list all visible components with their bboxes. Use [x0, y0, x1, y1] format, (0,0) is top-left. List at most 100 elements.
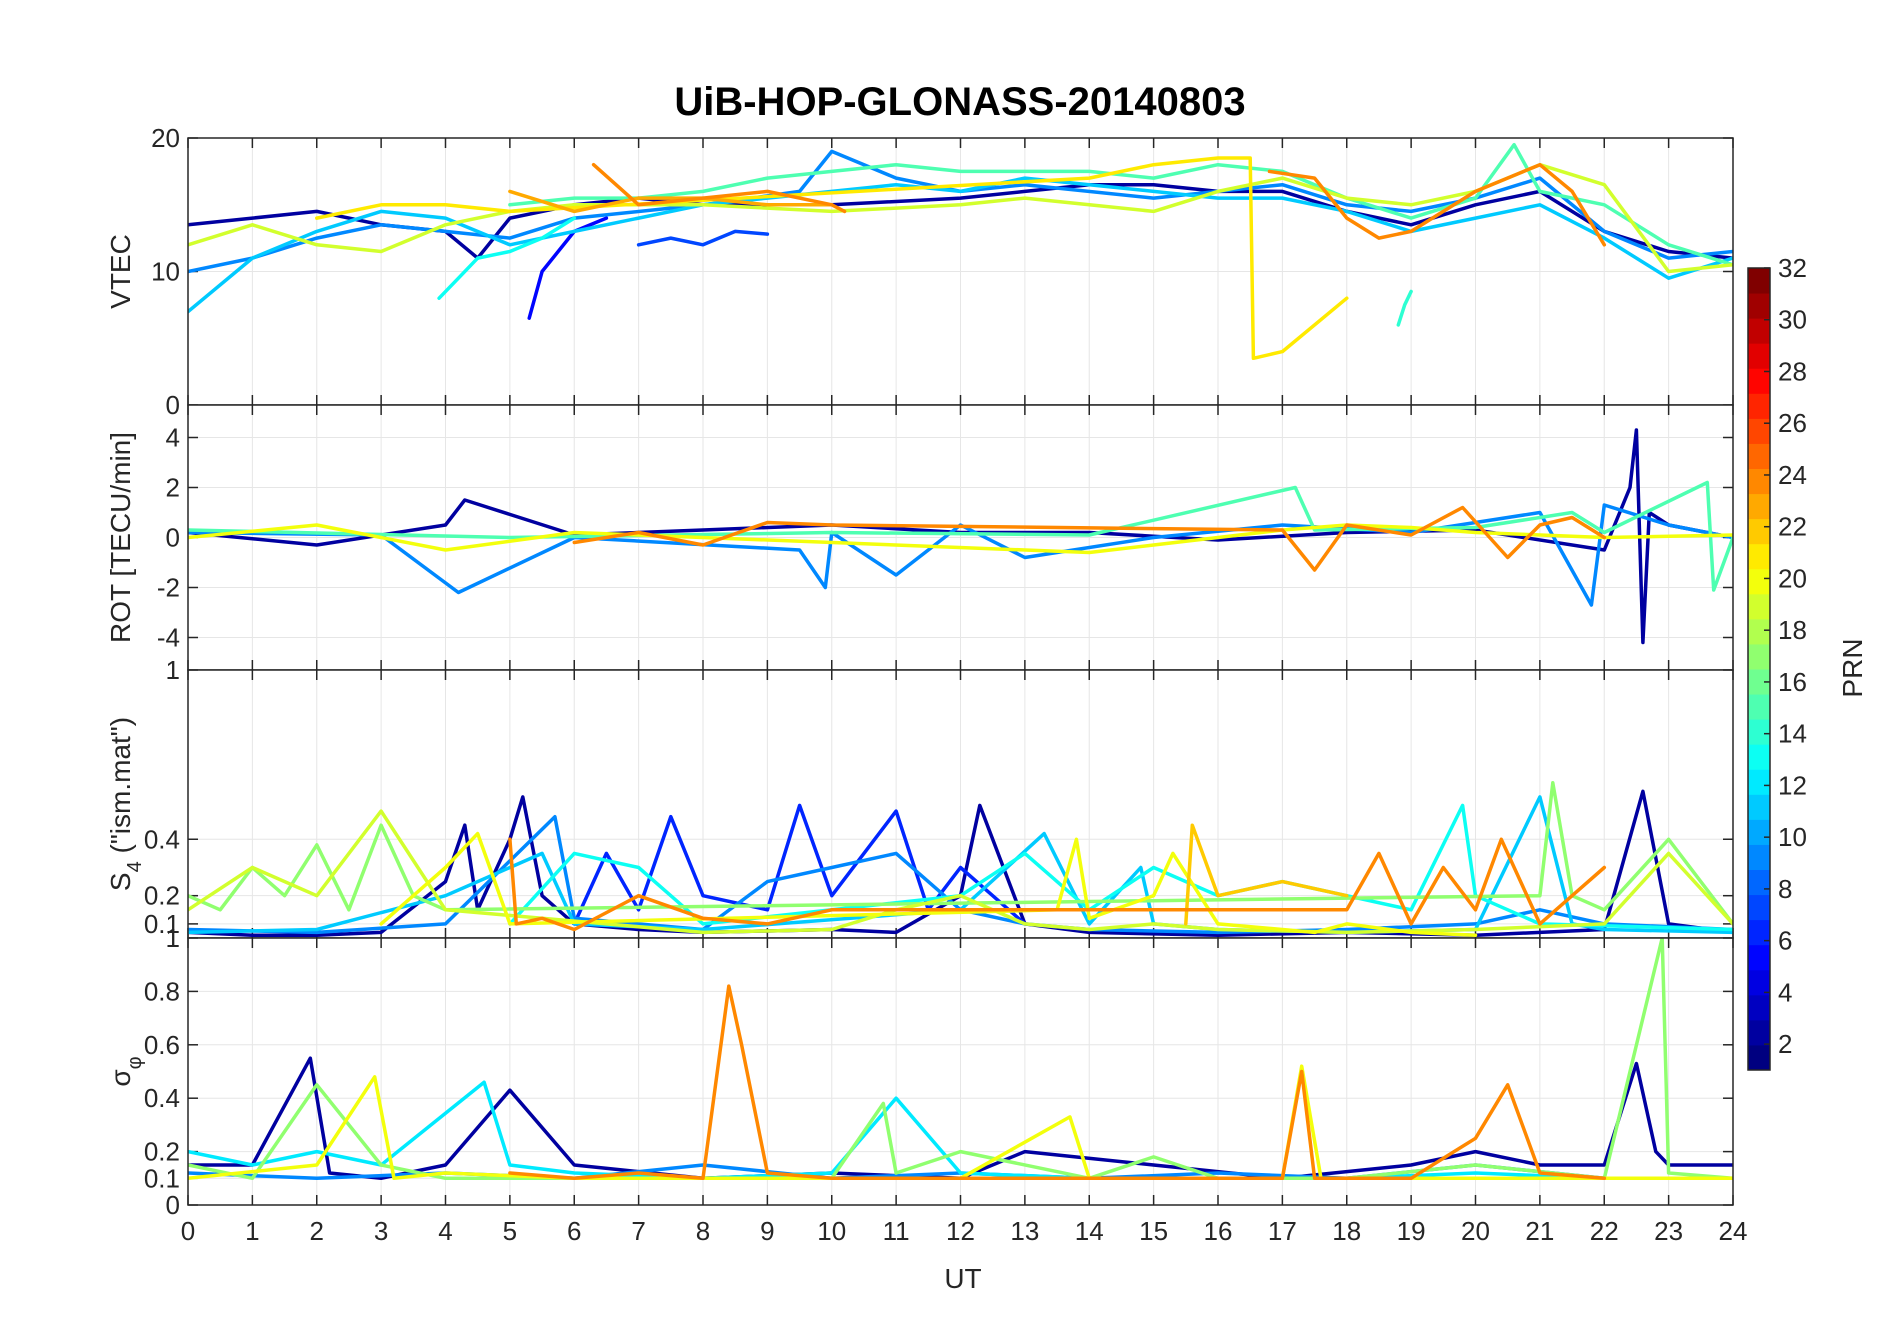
colorbar-segment — [1748, 468, 1770, 495]
series-group — [188, 428, 1733, 645]
colorbar-tick-label: 6 — [1778, 926, 1792, 956]
colorbar-tick-label: 18 — [1778, 615, 1807, 645]
series-line-prn-24 — [508, 837, 1607, 932]
colorbar-tick-label: 14 — [1778, 719, 1807, 749]
x-tick-label: 15 — [1139, 1216, 1168, 1246]
colorbar-segment — [1748, 618, 1770, 645]
series-line-prn-11 — [188, 795, 1733, 935]
series-line-prn-2 — [188, 428, 1733, 645]
colorbar-tick-label: 16 — [1778, 667, 1807, 697]
y-tick-label: 4 — [166, 423, 180, 453]
colorbar-segment — [1748, 268, 1770, 294]
colorbar-segment — [1748, 769, 1770, 795]
colorbar-segment — [1748, 719, 1770, 745]
panel-s4: 0.10.2 0.4 1 S4 ("ism.mat") — [105, 655, 1734, 939]
series-line-prn-13 — [508, 803, 1733, 932]
series-line-prn-15 — [508, 142, 1733, 267]
panel-frame — [187, 937, 1734, 1206]
y-tick-label: 0.1 — [144, 1163, 180, 1193]
series-line-prn-20 — [188, 523, 1733, 555]
x-tick-label: 17 — [1268, 1216, 1297, 1246]
colorbar-segment — [1748, 894, 1770, 921]
colorbar-segment — [1748, 994, 1770, 1021]
y-axis-label-sub: 4 — [124, 861, 146, 872]
y-tick-label: 0.4 — [144, 824, 180, 854]
series-group — [188, 781, 1733, 937]
x-tick-label: 23 — [1654, 1216, 1683, 1246]
y-tick-label: 0 — [166, 390, 180, 420]
y-tick-label: 1 — [166, 923, 180, 953]
x-tick-label: 10 — [817, 1216, 846, 1246]
y-axis-label-tail: ("ism.mat") — [105, 717, 136, 861]
y-axis-label: ROT [TECU/min] — [105, 432, 136, 643]
colorbar-segment — [1748, 293, 1770, 319]
x-tick-labels: 0 1 2 3 4 5 6 7 8 9 10 11 12 13 14 15 16 17 18 19 20 21 22 23 24 — [181, 1216, 1748, 1246]
x-tick-label: 9 — [760, 1216, 774, 1246]
colorbar-segment — [1748, 969, 1770, 996]
x-tick-label: 11 — [883, 1216, 910, 1246]
colorbar-segment — [1748, 669, 1770, 695]
panel-vtec: 0 10 20 VTEC — [105, 123, 1734, 420]
series-line-prn-21 — [315, 156, 1349, 361]
series-line-prn-24 — [591, 162, 847, 214]
series-line-prn-20 — [379, 831, 1478, 937]
series-group — [188, 142, 1733, 361]
colorbar-segment — [1748, 744, 1770, 770]
y-axis-label-main: S — [105, 872, 136, 891]
colorbar-segment — [1748, 643, 1770, 670]
y-tick-label: 0.4 — [144, 1083, 180, 1113]
x-tick-label: 2 — [310, 1216, 324, 1246]
y-axis-label: S4 ("ism.mat") — [105, 717, 146, 891]
x-tick-label: 1 — [245, 1216, 259, 1246]
y-tick-label: 20 — [151, 123, 180, 153]
y-tick-label: 0.2 — [144, 1137, 180, 1167]
panel-rot: -4 -2 0 2 4 ROT [TECU/min] — [105, 404, 1734, 671]
colorbar-tick-label: 30 — [1778, 305, 1807, 335]
y-tick-label: 0 — [166, 1190, 180, 1220]
colorbar-segment — [1748, 844, 1770, 870]
series-line-prn-24 — [1267, 162, 1607, 247]
colorbar-segment — [1748, 568, 1770, 595]
x-tick-label: 7 — [631, 1216, 645, 1246]
colorbar-segment — [1748, 944, 1770, 971]
colorbar-tick-label: 26 — [1778, 408, 1807, 438]
x-tick-label: 22 — [1590, 1216, 1619, 1246]
y-tick-label: 0.8 — [144, 976, 180, 1006]
x-tick-label: 19 — [1397, 1216, 1426, 1246]
x-tick-label: 3 — [374, 1216, 388, 1246]
y-tick-label: 0.6 — [144, 1030, 180, 1060]
y-tick-label: 10 — [151, 257, 180, 287]
colorbar-tick-label: 28 — [1778, 356, 1807, 386]
colorbar-segment — [1748, 593, 1770, 620]
colorbar-segment — [1748, 1044, 1770, 1071]
series-line-prn-5 — [527, 216, 609, 320]
series-line-prn-14 — [1396, 289, 1413, 327]
colorbar-tick-label: 22 — [1778, 512, 1807, 542]
colorbar-tick-label: 20 — [1778, 563, 1807, 593]
colorbar-segment — [1748, 543, 1770, 570]
series-line-prn-22 — [1184, 823, 1349, 926]
series-line-prn-24 — [572, 505, 1607, 572]
chart-title: UiB-HOP-GLONASS-20140803 — [674, 80, 1245, 124]
x-tick-label: 12 — [946, 1216, 975, 1246]
x-tick-label: 16 — [1204, 1216, 1233, 1246]
y-axis-label-main: σ — [105, 1069, 136, 1086]
colorbar-segment — [1748, 443, 1770, 469]
colorbar-tick-label: 32 — [1778, 253, 1807, 283]
y-tick-label: 0 — [166, 523, 180, 553]
colorbar-tick-label: 2 — [1778, 1029, 1792, 1059]
series-line-prn-9 — [188, 503, 1733, 607]
series-line-prn-9 — [188, 814, 1733, 935]
panel-sigma: 00.10.2 0.4 0.6 0.8 1 σφ — [105, 923, 1734, 1220]
y-tick-label: 0.2 — [144, 881, 180, 911]
series-line-prn-13 — [437, 216, 577, 300]
series-line-prn-7 — [636, 229, 770, 247]
x-axis-label: UT — [944, 1263, 981, 1294]
x-tick-label: 4 — [438, 1216, 452, 1246]
x-tick-label: 13 — [1010, 1216, 1039, 1246]
x-tick-label: 18 — [1332, 1216, 1361, 1246]
y-axis-label: VTEC — [105, 234, 136, 309]
